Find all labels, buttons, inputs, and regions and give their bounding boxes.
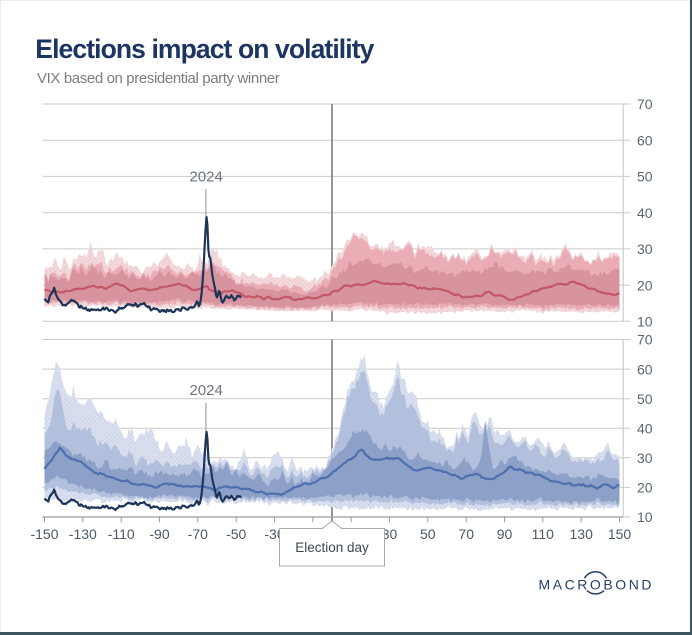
svg-text:110: 110	[532, 526, 555, 542]
svg-text:70: 70	[637, 96, 653, 112]
svg-text:50: 50	[637, 391, 653, 407]
svg-text:20: 20	[637, 480, 653, 496]
svg-text:70: 70	[458, 526, 474, 542]
svg-text:130: 130	[570, 526, 594, 542]
svg-text:50: 50	[637, 169, 653, 185]
svg-text:-110: -110	[108, 526, 135, 542]
svg-text:2024: 2024	[190, 169, 223, 186]
svg-text:30: 30	[637, 241, 653, 257]
svg-text:70: 70	[637, 332, 653, 348]
svg-text:10: 10	[637, 314, 653, 330]
svg-text:40: 40	[637, 205, 653, 221]
svg-text:150: 150	[608, 526, 632, 542]
svg-text:30: 30	[637, 450, 653, 466]
svg-text:-70: -70	[188, 526, 208, 542]
svg-text:Election day: Election day	[295, 540, 369, 555]
svg-text:60: 60	[637, 361, 653, 377]
svg-text:40: 40	[637, 420, 653, 436]
svg-text:MACROBOND: MACROBOND	[539, 577, 655, 593]
svg-text:-130: -130	[69, 526, 97, 542]
svg-text:-150: -150	[30, 526, 58, 542]
svg-text:2024: 2024	[190, 382, 223, 399]
svg-text:20: 20	[637, 277, 653, 293]
svg-text:10: 10	[637, 509, 653, 525]
svg-text:30: 30	[382, 526, 398, 542]
svg-text:50: 50	[420, 526, 436, 542]
svg-text:-50: -50	[226, 526, 246, 542]
svg-text:90: 90	[497, 526, 513, 542]
svg-text:-90: -90	[149, 526, 169, 542]
svg-text:60: 60	[637, 132, 653, 148]
